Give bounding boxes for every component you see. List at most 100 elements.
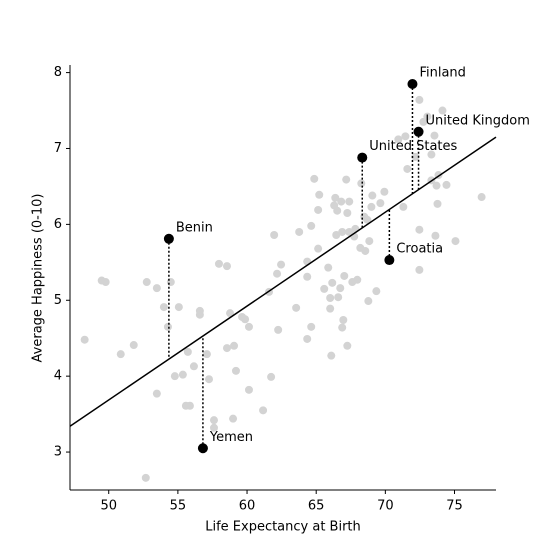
point bbox=[189, 362, 198, 371]
point bbox=[209, 423, 218, 432]
point bbox=[174, 303, 183, 312]
point bbox=[244, 385, 253, 394]
point bbox=[431, 231, 440, 240]
point bbox=[101, 278, 110, 287]
highlight-point bbox=[384, 255, 395, 266]
point bbox=[303, 272, 312, 281]
point bbox=[333, 206, 342, 215]
point bbox=[209, 416, 218, 425]
point bbox=[343, 208, 352, 217]
point bbox=[394, 135, 403, 144]
point bbox=[432, 181, 441, 190]
y-tick-label: 7 bbox=[54, 141, 62, 156]
point bbox=[415, 95, 424, 104]
point bbox=[273, 269, 282, 278]
point bbox=[292, 303, 301, 312]
x-tick-label: 50 bbox=[100, 499, 117, 514]
point bbox=[170, 372, 179, 381]
point bbox=[328, 278, 337, 287]
y-tick-label: 6 bbox=[54, 217, 62, 232]
point bbox=[229, 414, 238, 423]
y-axis-label: Average Happiness (0-10) bbox=[31, 194, 46, 363]
highlight-point bbox=[357, 152, 368, 163]
point bbox=[332, 231, 341, 239]
point bbox=[314, 244, 323, 253]
point bbox=[338, 227, 347, 236]
point bbox=[183, 347, 192, 356]
highlight-point bbox=[197, 443, 208, 454]
point bbox=[303, 334, 312, 343]
point bbox=[314, 205, 323, 214]
highlight-point bbox=[413, 126, 424, 137]
point-label: Benin bbox=[176, 220, 213, 235]
point bbox=[415, 265, 424, 274]
point bbox=[340, 271, 349, 280]
point bbox=[433, 199, 442, 208]
point-label: Finland bbox=[419, 65, 465, 80]
point bbox=[442, 180, 451, 189]
point bbox=[338, 323, 347, 332]
point bbox=[380, 187, 389, 196]
point bbox=[423, 112, 432, 121]
point bbox=[403, 164, 412, 173]
point bbox=[295, 227, 304, 236]
point bbox=[274, 325, 283, 334]
point bbox=[307, 322, 316, 331]
point bbox=[152, 284, 161, 293]
point bbox=[364, 297, 373, 306]
point bbox=[166, 278, 175, 287]
point bbox=[195, 310, 204, 319]
point bbox=[141, 473, 150, 482]
x-tick-label: 70 bbox=[377, 499, 394, 514]
point bbox=[152, 389, 161, 398]
point bbox=[315, 190, 324, 199]
point bbox=[438, 106, 447, 115]
point-label: Yemen bbox=[209, 430, 253, 445]
y-tick-label: 5 bbox=[54, 293, 62, 308]
point bbox=[345, 197, 354, 206]
point bbox=[310, 174, 319, 183]
point bbox=[357, 179, 366, 188]
point bbox=[427, 150, 436, 159]
point bbox=[231, 366, 240, 375]
point bbox=[116, 350, 125, 359]
point bbox=[353, 275, 362, 284]
point bbox=[267, 372, 276, 381]
highlight-point bbox=[163, 233, 174, 244]
point bbox=[327, 351, 336, 360]
x-tick-label: 60 bbox=[239, 499, 256, 514]
point bbox=[324, 263, 333, 272]
point bbox=[365, 237, 374, 246]
point bbox=[222, 344, 231, 353]
point bbox=[241, 315, 250, 324]
y-tick-label: 4 bbox=[54, 369, 62, 384]
x-tick-label: 65 bbox=[308, 499, 325, 514]
point bbox=[343, 341, 352, 350]
point bbox=[430, 131, 439, 140]
point bbox=[361, 246, 370, 255]
point bbox=[372, 287, 381, 296]
point bbox=[336, 284, 345, 293]
point bbox=[226, 309, 235, 318]
point bbox=[451, 237, 460, 246]
point bbox=[259, 406, 268, 415]
point bbox=[214, 259, 223, 268]
point bbox=[326, 304, 335, 313]
point bbox=[342, 175, 351, 184]
point bbox=[339, 316, 348, 324]
point-label: United Kingdom bbox=[426, 113, 530, 128]
point bbox=[185, 401, 194, 410]
point bbox=[331, 193, 340, 202]
point bbox=[80, 335, 89, 344]
y-tick-label: 3 bbox=[54, 445, 62, 460]
point-label: United States bbox=[369, 139, 457, 154]
point bbox=[326, 293, 335, 302]
point bbox=[222, 262, 231, 271]
point bbox=[202, 350, 211, 359]
point-label: Croatia bbox=[396, 242, 443, 257]
point bbox=[320, 284, 329, 293]
trend-line bbox=[69, 136, 497, 427]
y-tick-label: 8 bbox=[54, 65, 62, 80]
point bbox=[159, 303, 168, 312]
